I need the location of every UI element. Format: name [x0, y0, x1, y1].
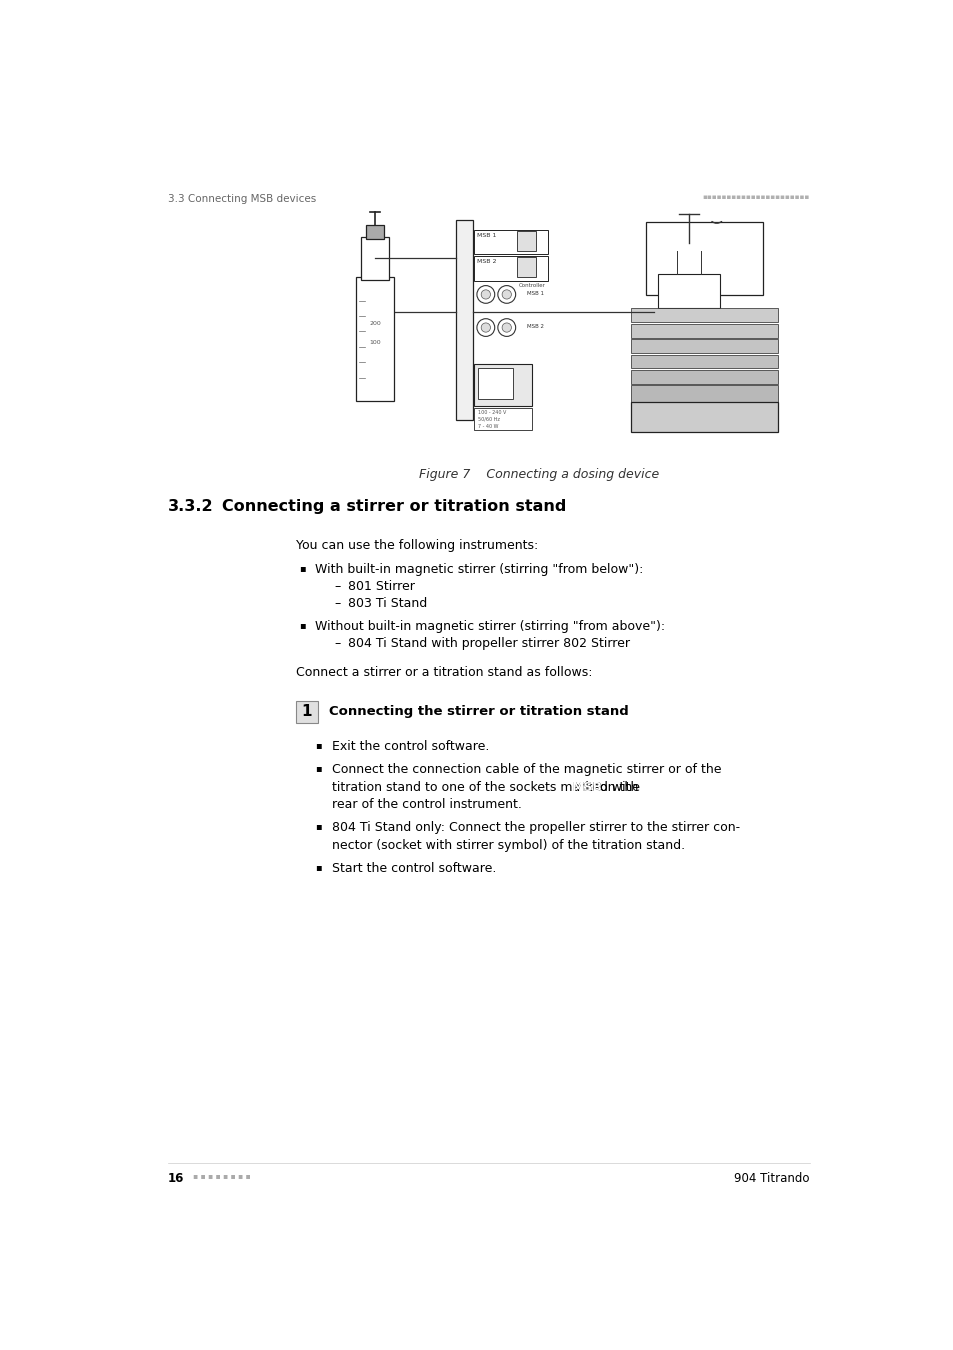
Text: 50/60 Hz: 50/60 Hz	[477, 417, 499, 421]
Text: ▪: ▪	[315, 740, 321, 749]
Bar	[630, 385, 778, 402]
Bar	[517, 231, 536, 251]
Text: Start the control software.: Start the control software.	[332, 863, 496, 875]
Bar	[630, 324, 778, 338]
Text: 200: 200	[369, 321, 380, 327]
Text: Without built-in magnetic stirrer (stirring "from above"):: Without built-in magnetic stirrer (stirr…	[315, 620, 665, 633]
Bar	[456, 220, 473, 420]
Text: MSB: MSB	[572, 780, 602, 794]
FancyBboxPatch shape	[295, 701, 317, 722]
Bar	[365, 225, 384, 239]
Bar	[474, 230, 547, 254]
Bar	[645, 221, 761, 296]
Text: ▪▪▪▪▪▪▪▪▪▪▪▪▪▪▪▪▪▪▪▪▪▪: ▪▪▪▪▪▪▪▪▪▪▪▪▪▪▪▪▪▪▪▪▪▪	[701, 194, 809, 200]
Circle shape	[501, 290, 511, 300]
Text: 3.3 Connecting MSB devices: 3.3 Connecting MSB devices	[168, 194, 316, 204]
Text: rear of the control instrument.: rear of the control instrument.	[332, 798, 521, 811]
Text: Connecting a stirrer or titration stand: Connecting a stirrer or titration stand	[222, 500, 566, 514]
Bar	[517, 258, 536, 277]
Text: on the: on the	[596, 780, 639, 794]
Bar	[474, 256, 547, 281]
Text: ▪ ▪ ▪ ▪ ▪ ▪ ▪ ▪: ▪ ▪ ▪ ▪ ▪ ▪ ▪ ▪	[193, 1172, 253, 1181]
Circle shape	[497, 319, 516, 336]
Bar	[360, 238, 389, 279]
Circle shape	[501, 323, 511, 332]
Circle shape	[480, 290, 490, 300]
Bar	[630, 402, 778, 432]
Text: Exit the control software.: Exit the control software.	[332, 740, 489, 753]
Bar	[630, 370, 778, 383]
Text: Connecting the stirrer or titration stand: Connecting the stirrer or titration stan…	[329, 706, 628, 718]
Text: Connect the connection cable of the magnetic stirrer or of the: Connect the connection cable of the magn…	[332, 763, 720, 776]
Circle shape	[476, 286, 495, 304]
Text: ▪: ▪	[315, 763, 321, 774]
Text: 904 Titrando: 904 Titrando	[734, 1172, 809, 1185]
Text: With built-in magnetic stirrer (stirring "from below"):: With built-in magnetic stirrer (stirring…	[315, 563, 643, 576]
Bar	[474, 363, 532, 406]
Text: ▪: ▪	[298, 563, 305, 572]
Bar	[630, 308, 778, 323]
Text: 803 Ti Stand: 803 Ti Stand	[348, 597, 427, 610]
Text: MSB: MSB	[572, 780, 602, 794]
Bar	[630, 339, 778, 352]
Text: ▪: ▪	[315, 821, 321, 832]
Bar	[477, 369, 513, 400]
Text: 1: 1	[301, 705, 312, 720]
Text: MSB 1: MSB 1	[526, 292, 543, 296]
Text: 3.3.2: 3.3.2	[168, 500, 213, 514]
Text: 804 Ti Stand only: Connect the propeller stirrer to the stirrer con-: 804 Ti Stand only: Connect the propeller…	[332, 821, 739, 834]
Text: You can use the following instruments:: You can use the following instruments:	[295, 539, 537, 552]
Circle shape	[476, 319, 495, 336]
Text: 7 - 40 W: 7 - 40 W	[477, 424, 498, 429]
Text: nector (socket with stirrer symbol) of the titration stand.: nector (socket with stirrer symbol) of t…	[332, 838, 684, 852]
Text: titration stand to one of the sockets marked with: titration stand to one of the sockets ma…	[332, 780, 641, 794]
Text: MSB 2: MSB 2	[476, 259, 496, 265]
Text: Connect a stirrer or a titration stand as follows:: Connect a stirrer or a titration stand a…	[295, 666, 592, 679]
Text: ▪: ▪	[298, 620, 305, 630]
Bar	[474, 409, 532, 429]
Text: 16: 16	[168, 1172, 184, 1185]
Circle shape	[497, 286, 516, 304]
Text: Figure 7    Connecting a dosing device: Figure 7 Connecting a dosing device	[418, 468, 659, 482]
Text: –: –	[335, 597, 340, 610]
Bar	[297, 208, 795, 454]
Circle shape	[480, 323, 490, 332]
Bar	[658, 274, 720, 308]
Bar	[630, 355, 778, 369]
Text: 100 - 240 V: 100 - 240 V	[477, 410, 506, 414]
Text: Controller: Controller	[518, 284, 545, 288]
Text: MSB 2: MSB 2	[526, 324, 543, 329]
Text: –: –	[335, 637, 340, 651]
Text: MSB 1: MSB 1	[476, 232, 496, 238]
Text: 801 Stirrer: 801 Stirrer	[348, 580, 415, 594]
Bar	[355, 278, 394, 401]
Text: –: –	[335, 580, 340, 594]
Text: ▪: ▪	[315, 863, 321, 872]
Text: 804 Ti Stand with propeller stirrer 802 Stirrer: 804 Ti Stand with propeller stirrer 802 …	[348, 637, 629, 651]
Text: 100: 100	[369, 340, 380, 346]
